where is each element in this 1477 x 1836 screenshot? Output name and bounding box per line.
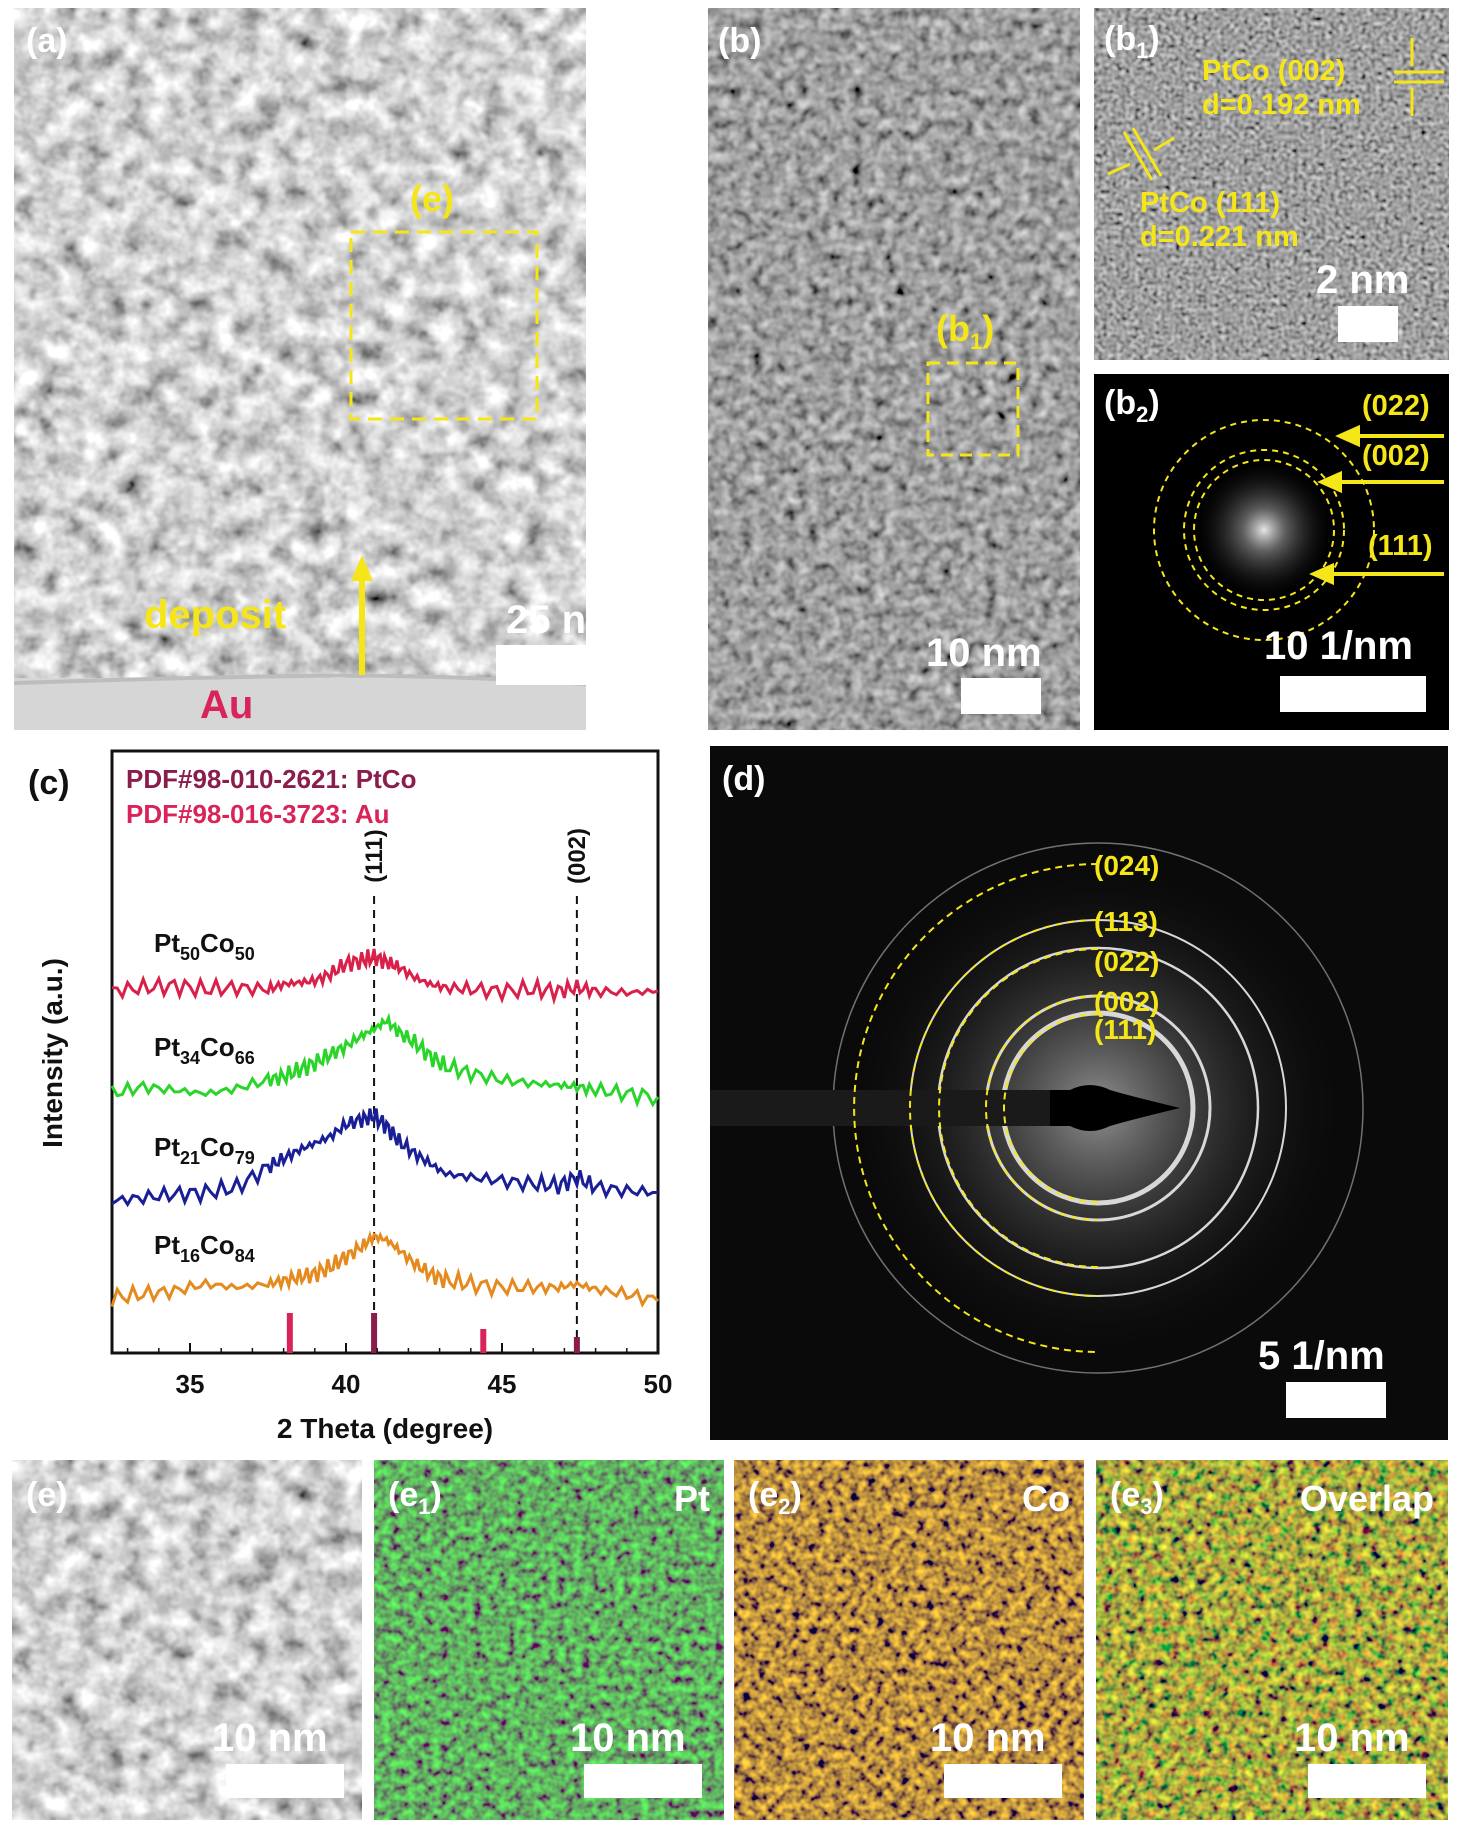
element-label: Pt: [674, 1478, 710, 1519]
panel-label: (a): [26, 22, 68, 60]
reference-peak: [371, 1313, 378, 1353]
ring-label-022: (022): [1362, 390, 1430, 422]
hrtem-texture: [708, 8, 1080, 730]
scale-bar: [226, 1764, 344, 1798]
panel-label: (e3): [1110, 1476, 1164, 1519]
ring-label-111: (111): [1368, 530, 1433, 562]
selection-box-b1: [926, 361, 1020, 457]
panel-label: (b2): [1104, 384, 1160, 427]
panel-label: (b1): [1104, 20, 1160, 63]
scale-bar-label: 10 nm: [212, 1716, 328, 1760]
panel-label: (e1): [388, 1476, 442, 1519]
lattice-002-label: PtCo (002) d=0.192 nm: [1202, 55, 1361, 121]
panel-a-tem-image: (a) (e) deposit Au 25 nm: [14, 8, 586, 730]
haadf-texture: [12, 1460, 362, 1820]
reference-line-label: (002): [564, 828, 591, 884]
scale-bar-label: 10 nm: [570, 1716, 686, 1760]
substrate-label: Au: [200, 683, 254, 727]
scale-bar-label: 10 nm: [926, 631, 1042, 675]
lattice-111-label: PtCo (111) d=0.221 nm: [1140, 187, 1299, 253]
panel-d-saed-image: (d) (024) (113) (022) (002) (111) 5 1/nm: [710, 746, 1448, 1440]
scale-bar-label: 5 1/nm: [1258, 1334, 1385, 1378]
scale-bar: [1286, 1382, 1386, 1418]
panel-label: (e): [26, 1476, 68, 1514]
y-axis-label: Intensity (a.u.): [37, 958, 68, 1148]
scale-bar: [944, 1764, 1062, 1798]
panel-e-haadf-image: (e) 10 nm: [12, 1460, 362, 1820]
scale-bar: [1338, 306, 1398, 342]
panel-e3-overlap-map: (e3) Overlap 10 nm: [1096, 1460, 1448, 1820]
reference-line-label: (111): [361, 829, 388, 882]
reference-peak: [573, 1337, 580, 1353]
x-tick-label: 50: [644, 1369, 673, 1399]
box-label: (e): [410, 178, 454, 219]
panel-label: (b): [718, 22, 762, 60]
x-tick-label: 45: [488, 1369, 517, 1399]
lattice-texture: [1094, 8, 1449, 360]
pt-map-texture: [374, 1460, 724, 1820]
reference-peak: [286, 1313, 293, 1353]
co-map-texture: [734, 1460, 1084, 1820]
series-line: [110, 1230, 660, 1308]
panel-b1-lattice-image: (b1) PtCo (002) d=0.192 nm PtCo (111) d=0.…: [1094, 8, 1449, 360]
panel-e2-co-map: (e2) Co 10 nm: [734, 1460, 1084, 1820]
selection-box-e: [349, 230, 539, 421]
series-label: Pt50Co50: [154, 928, 255, 964]
panel-b2-fft-image: (b2) (022) (002) (111) 10 1/nm: [1094, 374, 1449, 730]
x-tick-label: 40: [332, 1369, 361, 1399]
element-label: Overlap: [1299, 1478, 1434, 1519]
ring-label-024: (024): [1094, 850, 1160, 881]
series-label: Pt16Co84: [154, 1230, 255, 1266]
scale-bar: [1308, 1764, 1426, 1798]
scale-bar-label: 2 nm: [1316, 258, 1410, 302]
legend-ptco: PDF#98-010-2621: PtCo: [126, 764, 416, 794]
ring-label-022: (022): [1094, 946, 1160, 977]
ring-label-111: (111): [1094, 1014, 1157, 1045]
element-label: Co: [1022, 1478, 1070, 1519]
box-label: (b1): [936, 308, 995, 355]
tem-texture: [14, 8, 586, 730]
saed-pattern: [710, 842, 1364, 1374]
overlap-map-texture: [1096, 1460, 1448, 1820]
scale-bar-label: 10 nm: [1294, 1716, 1410, 1760]
panel-label: (d): [722, 760, 766, 798]
panel-e1-pt-map: (e1) Pt 10 nm: [374, 1460, 724, 1820]
panel-b-hrtem-image: (b) (b1) 10 nm: [708, 8, 1080, 730]
x-axis-label: 2 Theta (degree): [277, 1413, 493, 1444]
scale-bar: [961, 678, 1041, 714]
scale-bar: [496, 645, 586, 685]
reference-peak: [480, 1329, 487, 1353]
scale-bar: [584, 1764, 702, 1798]
ring-label-113: (113): [1094, 906, 1158, 937]
x-tick-label: 35: [176, 1369, 205, 1399]
ring-label-002: (002): [1362, 440, 1430, 472]
xrd-chart: PDF#98-010-2621: PtCo PDF#98-016-3723: A…: [37, 749, 673, 1444]
series-line: [110, 1012, 660, 1109]
scale-bar-label: 25 nm: [506, 598, 586, 642]
scale-bar: [1280, 676, 1426, 712]
fft-pattern: [1153, 419, 1444, 641]
scale-bar-label: 10 1/nm: [1264, 624, 1413, 668]
ring-label-002: (002): [1094, 986, 1160, 1017]
scale-bar-label: 10 nm: [930, 1716, 1046, 1760]
series-line: [111, 1108, 658, 1208]
panel-label: (e2): [748, 1476, 802, 1519]
deposit-arrow-icon: [351, 555, 373, 675]
series-line: [111, 948, 659, 1006]
plot-frame: [110, 749, 660, 1355]
deposit-label: deposit: [144, 593, 287, 637]
legend-au: PDF#98-016-3723: Au: [126, 799, 390, 829]
series-label: Pt21Co79: [154, 1132, 255, 1168]
panel-label: (c): [28, 764, 70, 802]
series-label: Pt34Co66: [154, 1032, 255, 1068]
